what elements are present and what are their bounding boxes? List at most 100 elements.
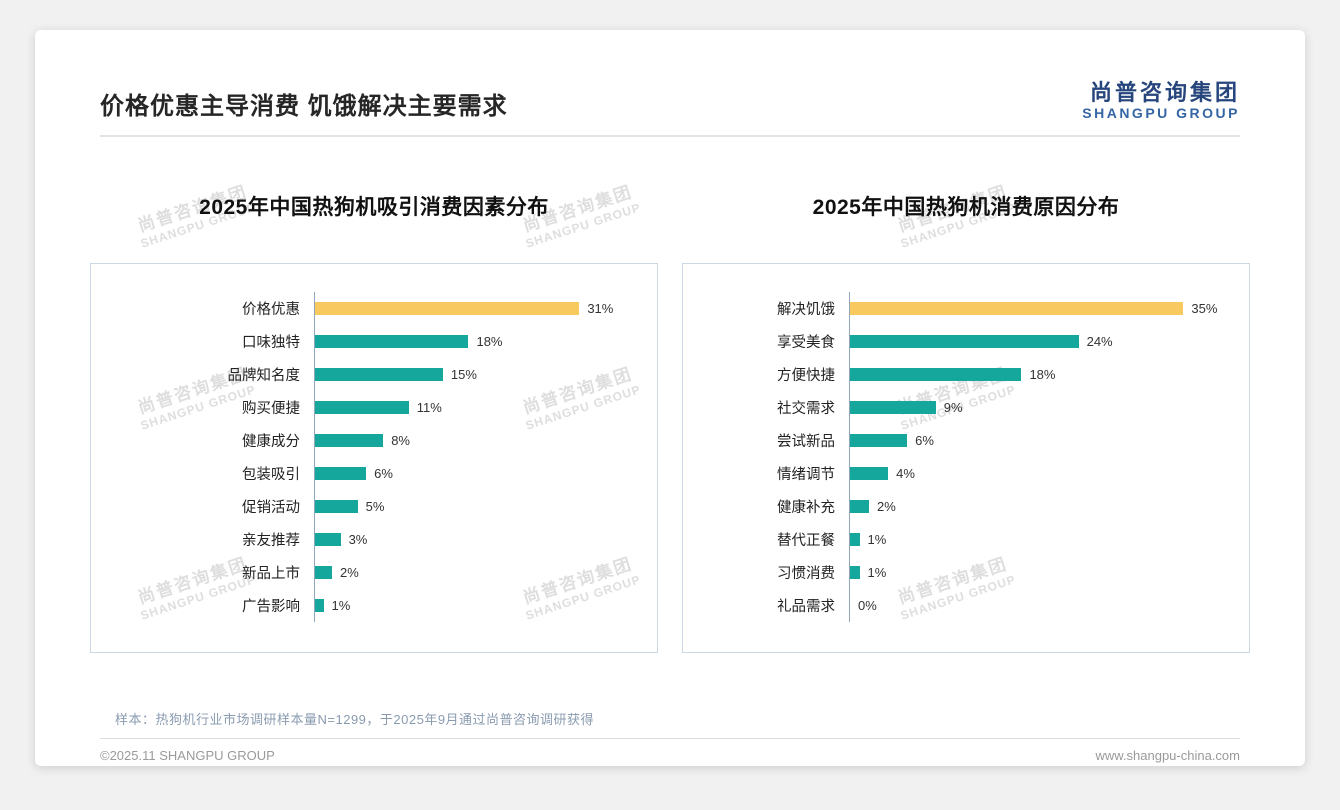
bar-value-label: 9% [943,400,963,416]
bar-value-label: 18% [1029,367,1056,383]
bar-value-label: 1% [331,598,351,614]
chart-title: 2025年中国热狗机吸引消费因素分布 [199,196,549,220]
bar-value-label: 31% [587,301,614,317]
bar-category-label: 社交需求 [777,401,835,418]
bar-category-label: 品牌知名度 [227,368,301,385]
bar [850,401,936,415]
bar-value-label: 6% [915,433,934,449]
bar-row: 健康成分 8% [109,424,639,458]
bar-track: 0% [849,589,1231,623]
bar-row: 口味独特 18% [109,325,639,359]
bar-value-label: 2% [877,499,896,515]
chart-right: 2025年中国热狗机消费原因分布 解决饥饿 35% 享受美食 24% 方便快捷 18% 社交… [682,191,1250,654]
bar [315,533,341,547]
bar-track: 1% [849,523,1231,557]
bar-track: 15% [314,358,639,392]
bar-value-label: 3% [348,532,368,548]
bar [315,368,443,382]
bar [315,434,384,448]
bar-value-label: 6% [374,466,393,482]
bar-value-label: 4% [896,466,915,482]
bar-row: 社交需求 9% [701,391,1231,425]
bar-row: 价格优惠 31% [109,292,639,326]
chart-plot-area: 价格优惠 31% 口味独特 18% 品牌知名度 15% 购买便捷 11% 健康成分 8% 包装吸引 6… [90,263,658,654]
header: 价格优惠主导消费 饥饿解决主要需求 尚普咨询集团 SHANGPU GROUP [100,80,1240,138]
bar-category-label: 情绪调节 [777,467,835,484]
bar-row: 享受美食 24% [701,325,1231,359]
bar-track: 2% [314,556,639,590]
chart-left: 2025年中国热狗机吸引消费因素分布 价格优惠 31% 口味独特 18% 品牌知名度 15… [90,191,658,654]
bar-row: 品牌知名度 15% [109,358,639,392]
slide-card: 尚普咨询集团 SHANGPU GROUP 尚普咨询集团 SHANGPU GROUP … [35,30,1305,766]
bar-value-label: 24% [1086,334,1113,350]
bar-category-label: 健康补充 [777,500,835,517]
bar-category-label: 口味独特 [242,335,300,352]
bar-row: 广告影响 1% [109,589,639,623]
bar-row: 促销活动 5% [109,490,639,524]
bar-track: 1% [314,589,639,623]
bar [850,302,1184,316]
page-title: 价格优惠主导消费 饥饿解决主要需求 [100,93,508,121]
bar [850,533,860,547]
bar-category-label: 包装吸引 [242,467,300,484]
website-text: www.shangpu-china.com [1095,748,1240,764]
bar [850,467,889,481]
bar-track: 5% [314,490,639,524]
bar-track: 24% [849,325,1231,359]
bar [850,434,908,448]
chart-title: 2025年中国热狗机消费原因分布 [812,196,1120,220]
bar-row: 健康补充 2% [701,490,1231,524]
bar-value-label: 35% [1191,301,1218,317]
bar-value-label: 1% [867,565,887,581]
bar-track: 6% [849,424,1231,458]
bar-value-label: 15% [450,367,477,383]
bar-value-label: 2% [340,565,359,581]
bar-value-label: 8% [391,433,410,449]
sample-note: 样本：热狗机行业市场调研样本量N=1299，于2025年9月通过尚普咨询调研获得 [115,712,595,728]
bar-track: 2% [849,490,1231,524]
bar-track: 35% [849,292,1231,326]
bar [315,401,409,415]
bar-track: 3% [314,523,639,557]
bar-category-label: 习惯消费 [777,566,835,583]
bar-row: 习惯消费 1% [701,556,1231,590]
bar-track: 1% [849,556,1231,590]
bar-row: 情绪调节 4% [701,457,1231,491]
bar-row: 礼品需求 0% [701,589,1231,623]
bar [315,566,333,580]
bar-track: 8% [314,424,639,458]
bar [850,335,1079,349]
bar [315,599,324,613]
bar-track: 31% [314,292,639,326]
chart-plot-area: 解决饥饿 35% 享受美食 24% 方便快捷 18% 社交需求 9% 尝试新品 6% 情绪调节 4% 健… [682,263,1250,654]
bar-row: 替代正餐 1% [701,523,1231,557]
bar-category-label: 促销活动 [242,500,300,517]
bar-category-label: 购买便捷 [242,401,300,418]
bar [315,467,367,481]
bar-track: 6% [314,457,639,491]
bar-row: 尝试新品 6% [701,424,1231,458]
bar-category-label: 享受美食 [777,335,835,352]
bar-track: 9% [849,391,1231,425]
bar-row: 购买便捷 11% [109,391,639,425]
bar-category-label: 价格优惠 [242,302,300,319]
bar-category-label: 礼品需求 [777,599,835,616]
bar-row: 方便快捷 18% [701,358,1231,392]
bar-category-label: 尝试新品 [777,434,835,451]
charts-row: 2025年中国热狗机吸引消费因素分布 价格优惠 31% 口味独特 18% 品牌知名度 15… [90,191,1250,654]
bar-value-label: 0% [858,598,877,614]
bar-value-label: 18% [476,334,503,350]
bar-track: 4% [849,457,1231,491]
footer-bar: ©2025.11 SHANGPU GROUP www.shangpu-china… [100,738,1240,763]
bar-category-label: 替代正餐 [777,533,835,550]
company-logo: 尚普咨询集团 SHANGPU GROUP [1082,80,1240,121]
bar-row: 包装吸引 6% [109,457,639,491]
bar-value-label: 11% [416,400,442,416]
bar [315,302,580,316]
bar-category-label: 解决饥饿 [777,302,835,319]
bar [315,335,469,349]
copyright-text: ©2025.11 SHANGPU GROUP [100,748,275,764]
bar-value-label: 1% [867,532,887,548]
bar-row: 解决饥饿 35% [701,292,1231,326]
bar [850,566,860,580]
